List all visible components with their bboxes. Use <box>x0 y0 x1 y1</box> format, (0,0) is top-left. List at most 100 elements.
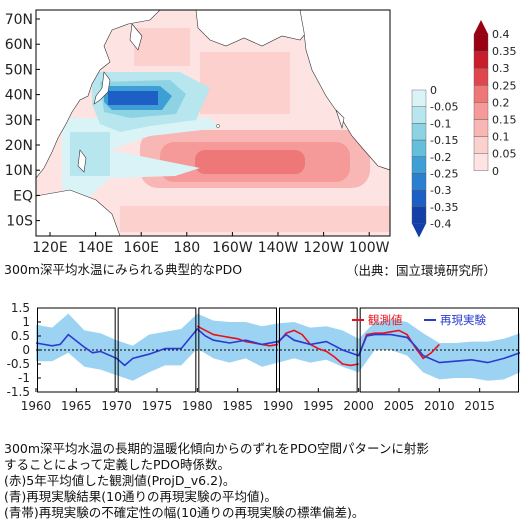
y-tick-label: -1.5 <box>7 385 30 399</box>
legend-label-reproduction: 再現実験 <box>440 313 486 327</box>
colorbar-tick-label: -0.3 <box>430 184 451 197</box>
warm-anomaly-tropical-core <box>195 150 305 174</box>
land-kamchatka <box>129 23 143 51</box>
colorbar-box <box>411 89 427 107</box>
lon-tick-label: 140E <box>78 240 114 256</box>
description-line: (赤)5年平均値した観測値(ProjD_v6.2)。 <box>4 473 236 488</box>
colorbar-tick-label: 0.2 <box>492 96 510 109</box>
description-line: することによって定義したPDO時係数。 <box>4 457 231 472</box>
colorbar-box <box>473 67 489 86</box>
land-japan <box>93 71 111 105</box>
lon-tick-label: 140W <box>258 240 299 256</box>
colorbar-box <box>473 33 489 52</box>
colorbar-box <box>411 156 427 174</box>
colorbar-tick-label: -0.2 <box>430 151 451 164</box>
colorbar-tick-label: 0.4 <box>492 28 510 41</box>
lat-tick-label: 10S <box>6 214 33 230</box>
map-lat-ticks: 70N 60N 50N 40N 30N 20N 10N EQ 10S <box>5 12 40 230</box>
land-philippines <box>77 149 87 173</box>
colorbar-box <box>473 85 489 103</box>
colorbar-box <box>411 106 427 124</box>
description-line: (青)再現実験結果(10通りの再現実験の平均値)。 <box>4 489 277 504</box>
lon-tick-label: 160W <box>212 240 253 256</box>
map-title: 300m深平均水温にみられる典型的なPDO <box>4 262 243 277</box>
colorbar-box <box>473 136 489 154</box>
x-tick-label: 1990 <box>263 399 294 413</box>
colorbar-box <box>411 206 427 224</box>
colorbar-tick-label: 0.25 <box>492 79 517 92</box>
colorbar-tick-label: 0.15 <box>492 114 517 127</box>
x-tick-label: 1980 <box>182 399 213 413</box>
colorbar-box <box>473 153 489 171</box>
cold-anomaly-tropical-west <box>70 132 110 176</box>
colorbar-arrow <box>474 20 488 34</box>
lon-tick-label: 100W <box>349 240 390 256</box>
y-tick-label: -1 <box>18 371 30 385</box>
land-maritime-continent <box>36 189 121 236</box>
lon-tick-label: 120E <box>32 240 68 256</box>
warm-anomaly-northeast <box>200 52 290 114</box>
colorbar-tick-label: 0.35 <box>492 45 517 58</box>
lat-tick-label: 50N <box>5 62 33 78</box>
description-line: 300m深平均水温の長期的温暖化傾向からのずれをPDO空間パターンに射影 <box>4 441 429 456</box>
warm-anomaly-bering <box>134 28 190 66</box>
warm-anomaly-southern <box>120 206 390 232</box>
colorbar-tick-label: 0.3 <box>492 62 510 75</box>
colorbar-tick-label: -0.05 <box>430 101 458 114</box>
x-tick-label: 1985 <box>222 399 253 413</box>
colorbar-tick-label: 0.05 <box>492 148 517 161</box>
land-asia <box>36 10 161 179</box>
colorbar-negative: 0 -0.05 -0.1 -0.15 -0.2 -0.25 -0.3 -0.35 -0.4 <box>411 84 458 238</box>
observed-line <box>196 325 279 347</box>
legend-label-observed: 観測値 <box>368 313 403 327</box>
lat-tick-label: 60N <box>5 37 33 53</box>
colorbar-box <box>411 189 427 208</box>
description-line: (青帯)再現実験の不確定性の幅(10通りの再現実験の標準偏差)。 <box>4 505 365 520</box>
colorbar-tick-label: -0.1 <box>430 117 451 130</box>
observed-line <box>277 329 359 367</box>
y-tick-label: 0.5 <box>11 329 30 343</box>
lat-tick-label: 20N <box>5 138 33 154</box>
y-tick-label: 0 <box>22 343 30 357</box>
map-frame <box>35 9 391 237</box>
land-baja <box>335 109 345 130</box>
figure-description: 300m深平均水温の長期的温暖化傾向からのずれをPDO空間パターンに射影 するこ… <box>4 441 522 521</box>
colorbar-positive: 0.4 0.35 0.3 0.25 0.2 0.15 0.1 0.05 0 <box>473 20 517 178</box>
colorbar-box <box>411 139 427 158</box>
colorbar-tick-label: -0.4 <box>430 218 451 231</box>
y-tick-label: 1 <box>22 315 30 329</box>
y-tick-label: 1.5 <box>11 301 30 315</box>
colorbar-tick-label: -0.15 <box>430 134 458 147</box>
x-tick-label: 1960 <box>21 399 52 413</box>
x-tick-label: 1975 <box>142 399 173 413</box>
colorbar-box <box>411 173 427 191</box>
lon-tick-label: 160E <box>123 240 159 256</box>
lat-tick-label: 10N <box>5 163 33 179</box>
land-hawaii <box>216 124 220 128</box>
x-tick-label: 2005 <box>384 399 415 413</box>
lon-tick-label: 180 <box>173 240 200 256</box>
x-tick-label: 1995 <box>303 399 334 413</box>
colorbar-tick-label: 0 <box>492 165 499 178</box>
colorbar-tick-label: 0.1 <box>492 131 510 144</box>
land-north-america <box>299 10 390 171</box>
y-tick-label: -0.5 <box>7 357 30 371</box>
colorbar-box <box>473 102 489 120</box>
source-note: （出典：国立環境研究所） <box>346 263 497 278</box>
x-tick-label: 1970 <box>101 399 132 413</box>
colorbar-box <box>411 123 427 141</box>
colorbar-tick-label: -0.25 <box>430 168 458 181</box>
cold-anomaly-kuroshio-core <box>108 91 158 105</box>
lat-tick-label: 30N <box>5 113 33 129</box>
x-tick-label: 1965 <box>61 399 92 413</box>
colorbar-tick-label: 0 <box>430 84 437 97</box>
lat-tick-label: 40N <box>5 88 33 104</box>
colorbar-arrow <box>412 223 426 238</box>
x-tick-label: 2015 <box>464 399 495 413</box>
lat-tick-label: EQ <box>13 188 33 204</box>
reproduction-line <box>35 327 521 367</box>
x-tick-label: 2010 <box>424 399 455 413</box>
x-tick-label: 2000 <box>343 399 374 413</box>
